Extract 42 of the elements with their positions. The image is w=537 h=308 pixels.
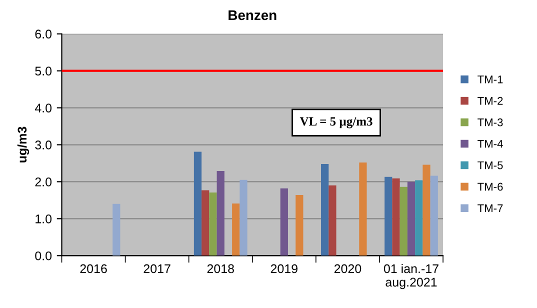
bar xyxy=(209,192,217,256)
legend-label: TM-4 xyxy=(478,140,503,148)
bar xyxy=(321,164,329,256)
y-tick-label: 2.0 xyxy=(35,178,52,186)
x-tick-label: 2018 xyxy=(207,264,234,274)
bar xyxy=(407,182,416,256)
legend-label: TM-1 xyxy=(478,76,503,84)
x-tick-label: 2019 xyxy=(270,264,298,274)
y-tick-label: 6.0 xyxy=(35,30,52,39)
legend-label: TM-6 xyxy=(478,182,503,191)
legend-label: TM-7 xyxy=(478,204,503,212)
legend-label: TM-3 xyxy=(478,118,503,126)
bar xyxy=(328,185,336,256)
bar xyxy=(112,204,120,256)
legend-label: TM-2 xyxy=(478,96,503,105)
x-tick-label: 2017 xyxy=(144,264,170,274)
y-axis-title: ug/m3 xyxy=(17,126,30,162)
bar xyxy=(240,180,248,256)
bar xyxy=(430,176,438,256)
bar xyxy=(216,171,224,256)
y-tick-label: 1.0 xyxy=(36,214,52,224)
bar xyxy=(415,180,423,256)
y-tick-label: 0.0 xyxy=(35,251,52,260)
x-tick-label: 2016 xyxy=(80,264,107,274)
x-tick-label: 2020 xyxy=(334,264,362,274)
y-tick-label: 5.0 xyxy=(35,66,52,76)
bar xyxy=(202,190,210,256)
y-tick-label: 4.0 xyxy=(34,104,52,112)
x-tick-label: 01 ian.-17 aug.2021 xyxy=(384,264,438,290)
bar xyxy=(296,195,304,256)
bar xyxy=(194,152,202,256)
bar xyxy=(232,204,240,256)
chart-title: Benzen xyxy=(228,10,276,20)
annotation: VL = 5 µg/m3 xyxy=(300,117,372,128)
bar xyxy=(400,186,408,256)
legend-label: TM-5 xyxy=(478,161,503,170)
bar xyxy=(359,162,367,256)
y-tick-label: 3.0 xyxy=(35,140,52,150)
bar xyxy=(280,188,288,256)
bar xyxy=(422,164,430,256)
bar xyxy=(384,176,392,256)
bar xyxy=(392,178,400,256)
